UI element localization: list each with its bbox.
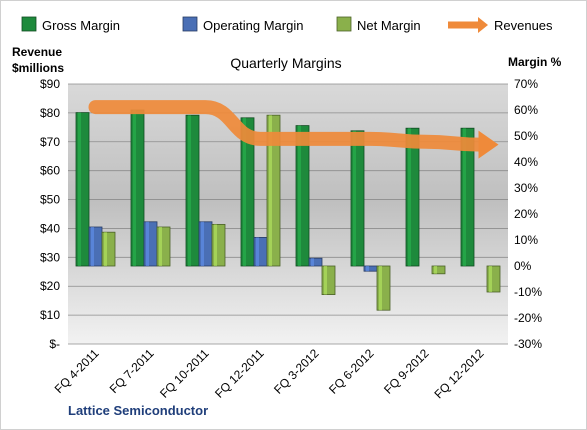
bar-net-margin-highlight	[324, 266, 327, 295]
right-tick-label: -30%	[514, 337, 542, 351]
chart-title: Quarterly Margins	[230, 55, 341, 71]
bar-operating-margin	[363, 265, 378, 272]
right-axis-label: Margin %	[508, 55, 562, 69]
bar-operating-margin-highlight	[311, 258, 314, 266]
bar-operating-margin	[308, 257, 323, 267]
bar-net-margin-highlight	[104, 232, 107, 266]
left-tick-label: $40	[40, 221, 60, 235]
bar-operating-margin	[253, 236, 268, 267]
bar-net-margin	[156, 226, 171, 267]
bar-net-margin	[431, 265, 446, 275]
bar-operating-margin	[143, 221, 158, 267]
bar-gross-margin-highlight	[78, 112, 81, 266]
bar-operating-margin-highlight	[91, 227, 94, 266]
left-axis-label-line1: Revenue	[12, 45, 62, 59]
right-tick-label: -20%	[514, 311, 542, 325]
left-tick-label: $80	[40, 106, 60, 120]
right-tick-label: 60%	[514, 103, 538, 117]
left-tick-label: $90	[40, 77, 60, 91]
left-tick-label: $20	[40, 279, 60, 293]
bar-net-margin-highlight	[434, 266, 437, 274]
bar-gross-margin-highlight	[463, 128, 466, 266]
bar-gross-margin-highlight	[408, 128, 411, 266]
right-tick-label: 10%	[514, 233, 538, 247]
right-tick-label: -10%	[514, 285, 542, 299]
legend-label: Revenues	[494, 18, 553, 33]
right-tick-label: 20%	[514, 207, 538, 221]
bar-net-margin-highlight	[269, 115, 272, 266]
bar-operating-margin	[198, 221, 213, 267]
bar-operating-margin-highlight	[146, 221, 149, 266]
bar-net-margin	[486, 265, 501, 293]
left-tick-label: $50	[40, 193, 60, 207]
right-tick-label: 0%	[514, 259, 532, 273]
bar-gross-margin	[350, 130, 365, 267]
bar-net-margin-highlight	[214, 224, 217, 266]
left-tick-label: $60	[40, 164, 60, 178]
left-axis-label-line2: $millions	[12, 61, 64, 75]
bar-net-margin-highlight	[489, 266, 492, 292]
left-tick-label: $30	[40, 250, 60, 264]
legend-swatch	[21, 16, 37, 32]
legend-swatch-arrow	[478, 17, 488, 33]
bar-gross-margin	[185, 114, 200, 267]
revenue-line	[88, 100, 499, 159]
bar-gross-margin-highlight	[298, 125, 301, 266]
bars	[75, 109, 501, 311]
bar-net-margin-highlight	[159, 227, 162, 266]
bar-gross-margin-highlight	[243, 117, 246, 266]
bar-net-margin	[376, 265, 391, 311]
bar-operating-margin-highlight	[366, 266, 369, 272]
bar-operating-margin-highlight	[201, 221, 204, 266]
bar-gross-margin-highlight	[188, 115, 191, 266]
bar-net-margin	[321, 265, 336, 296]
bar-gross-margin	[405, 127, 420, 267]
right-tick-label: 50%	[514, 129, 538, 143]
bar-operating-margin-highlight	[256, 237, 259, 266]
bar-gross-margin-highlight	[353, 130, 356, 266]
company-name: Lattice Semiconductor	[68, 403, 208, 418]
left-axis-ticks: $- $10 $20 $30 $40 $50 $60 $70 $80 $90	[40, 77, 60, 351]
legend-label: Net Margin	[357, 18, 421, 33]
bar-net-margin	[101, 231, 116, 267]
revenue-line-path	[88, 100, 488, 152]
legend: Gross Margin Operating Margin Net Margin Re…	[21, 16, 553, 33]
left-tick-label: $10	[40, 308, 60, 322]
legend-swatch	[336, 16, 352, 32]
right-axis-ticks: -30% -20% -10% 0% 10% 20% 30% 40% 50% 60% 70%	[514, 77, 542, 351]
left-tick-label: $-	[49, 337, 60, 351]
revenue-arrowhead	[478, 130, 499, 159]
right-tick-label: 70%	[514, 77, 538, 91]
bar-gross-margin	[75, 112, 90, 267]
bar-operating-margin	[88, 226, 103, 267]
legend-label: Operating Margin	[203, 18, 303, 33]
legend-swatch	[182, 16, 198, 32]
legend-label: Gross Margin	[42, 18, 120, 33]
bar-gross-margin	[130, 109, 145, 267]
right-tick-label: 30%	[514, 181, 538, 195]
left-tick-label: $70	[40, 135, 60, 149]
bar-net-margin-highlight	[379, 266, 382, 311]
bar-net-margin	[211, 223, 226, 267]
bar-gross-margin-highlight	[133, 110, 136, 266]
right-tick-label: 40%	[514, 155, 538, 169]
bar-gross-margin	[295, 125, 310, 267]
